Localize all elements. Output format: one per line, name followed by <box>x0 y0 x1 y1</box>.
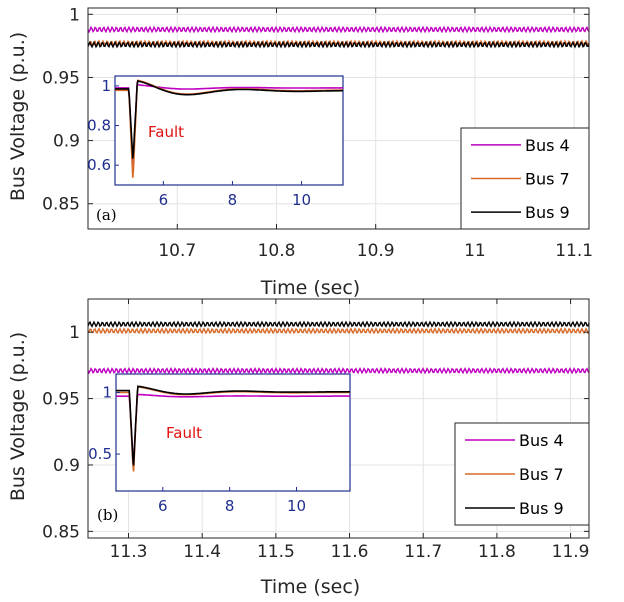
fault-annotation: Fault <box>148 123 184 141</box>
inset-x-tick-label: 8 <box>228 191 238 209</box>
y-tick-label: 0.9 <box>53 132 80 152</box>
series-line-bus-4 <box>87 367 590 375</box>
panel-label: (a) <box>96 206 117 224</box>
inset-x-tick-label: 6 <box>159 191 169 209</box>
axes-frame <box>87 7 590 230</box>
panel-label: (b) <box>97 506 118 524</box>
inset-frame <box>115 373 351 492</box>
inset-plot: 6 8 10 0.5 1 Fault <box>88 373 351 515</box>
inset-x-tick-label: 8 <box>225 497 235 515</box>
inset-plot: 6 8 10 0.6 0.8 1 Fault <box>87 75 344 209</box>
x-tick-label: 11.5 <box>257 542 295 562</box>
x-tick-label: 11.7 <box>404 542 442 562</box>
inset-y-tick-label: 0.8 <box>87 117 111 135</box>
inset-x-tick-label: 6 <box>158 497 168 515</box>
x-tick-label: 11.8 <box>478 542 516 562</box>
inset-series-line-bus-4 <box>116 393 350 464</box>
legend-entry: Bus 7 <box>519 465 564 484</box>
legend: Bus 4 Bus 7 Bus 9 <box>460 127 590 230</box>
chart-panel-b: 11.3 11.4 11.5 11.6 11.7 11.8 11.9 0.85 0.9 0.95 1… <box>7 298 590 598</box>
y-axis-label: Bus Voltage (p.u.) <box>7 32 29 201</box>
y-tick-label: 1 <box>69 5 80 25</box>
y-tick-label: 0.9 <box>53 456 80 476</box>
x-tick-label: 11 <box>464 241 486 261</box>
y-tick-label: 0.85 <box>42 522 80 542</box>
series-line-bus-9 <box>87 40 590 49</box>
x-tick-label: 10.8 <box>258 241 296 261</box>
x-axis-label: Time (sec) <box>260 576 360 598</box>
inset-y-tick-label: 0.6 <box>87 156 111 174</box>
legend-entry: Bus 4 <box>525 136 570 155</box>
axes-frame <box>87 298 590 539</box>
x-tick-label: 10.7 <box>158 241 196 261</box>
inset-y-tick-label: 1 <box>101 77 111 95</box>
inset-frame <box>114 75 344 186</box>
inset-y-tick-label: 0.5 <box>88 445 112 463</box>
series-line-bus-9 <box>87 320 590 328</box>
y-tick-label: 0.85 <box>42 195 80 215</box>
x-tick-label: 11.6 <box>331 542 369 562</box>
x-tick-label: 11.1 <box>555 241 593 261</box>
x-tick-label: 11.9 <box>552 542 590 562</box>
inset-y-tick-label: 1 <box>102 383 112 401</box>
y-tick-label: 1 <box>69 323 80 343</box>
inset-x-tick-label: 10 <box>292 191 311 209</box>
y-tick-label: 0.95 <box>42 390 80 410</box>
legend-entry: Bus 9 <box>525 203 570 222</box>
inset-series-line-bus-9 <box>116 385 350 466</box>
series-line-bus-7 <box>87 327 590 335</box>
x-tick-label: 11.3 <box>110 542 148 562</box>
legend-entry: Bus 4 <box>519 431 564 450</box>
inset-series-line-bus-9 <box>115 79 343 159</box>
y-tick-label: 0.95 <box>42 68 80 88</box>
x-axis-label: Time (sec) <box>260 277 360 299</box>
x-tick-label: 10.9 <box>357 241 395 261</box>
y-axis-label: Bus Voltage (p.u.) <box>7 332 29 501</box>
series-line-bus-4 <box>87 25 590 34</box>
fault-annotation: Fault <box>166 424 202 442</box>
legend-entry: Bus 9 <box>519 499 564 518</box>
x-tick-label: 11.4 <box>183 542 221 562</box>
legend-entry: Bus 7 <box>525 170 570 189</box>
legend: Bus 4 Bus 7 Bus 9 <box>454 422 590 526</box>
inset-x-tick-label: 10 <box>287 497 306 515</box>
